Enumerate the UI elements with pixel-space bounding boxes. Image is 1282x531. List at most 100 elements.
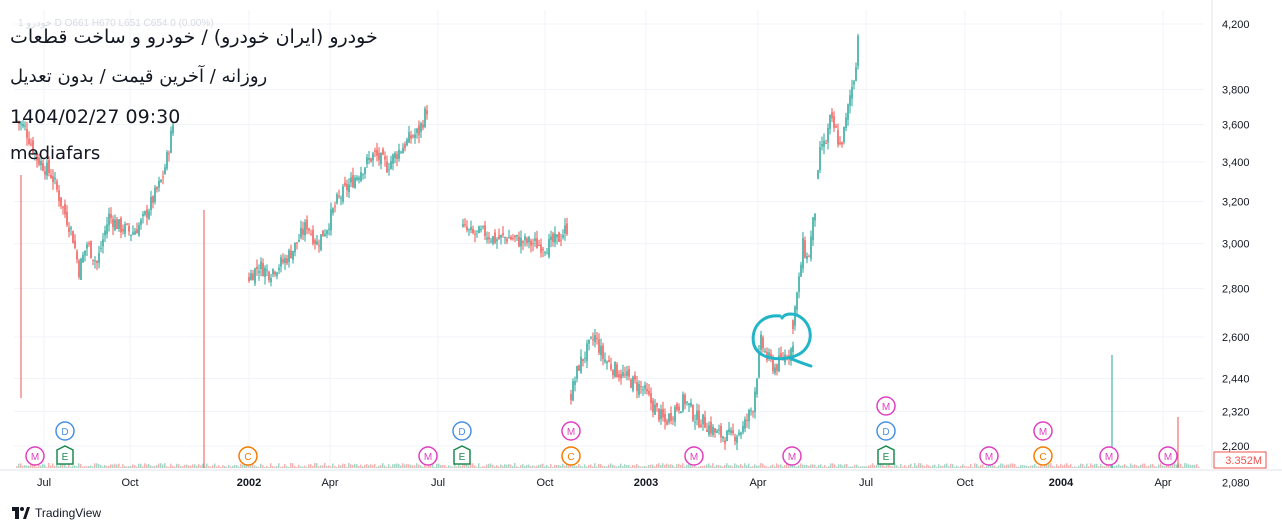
volume-bar [356, 464, 358, 468]
candle-body [406, 139, 408, 146]
time-axis[interactable]: Jul Oct 2002 Apr Jul Oct 2003 Apr Jul Oct 2004 Apr [37, 477, 1172, 489]
candle-body [144, 211, 146, 215]
event-marker-m[interactable]: M [561, 421, 581, 441]
candle-body [512, 238, 514, 240]
volume-bar [826, 466, 828, 468]
volume-bar [978, 466, 980, 468]
volume-bar [590, 464, 592, 468]
volume-bar [1024, 465, 1026, 468]
volume-bar [132, 464, 134, 468]
event-marker-m[interactable]: M [684, 446, 704, 466]
volume-bar [238, 466, 240, 468]
volume-bar [560, 465, 562, 468]
event-marker-m[interactable]: M [1099, 446, 1119, 466]
volume-bar [380, 464, 382, 468]
volume-bar [550, 464, 552, 468]
volume-bar [458, 463, 460, 468]
event-marker-m[interactable]: M [1158, 446, 1178, 466]
chart-author: mediafars [10, 143, 101, 164]
volume-bar [268, 466, 270, 468]
candle-body [728, 429, 730, 433]
volume-bar [904, 464, 906, 468]
event-marker-e[interactable]: E [56, 445, 74, 465]
volume-bar [338, 464, 340, 468]
volume-bar [944, 464, 946, 468]
candle-body [158, 180, 160, 188]
event-marker-e[interactable]: E [877, 445, 895, 465]
candle-body [116, 219, 118, 230]
volume-bar [252, 463, 254, 468]
volume-bar [280, 466, 282, 468]
volume-bar [54, 465, 56, 468]
candle-body [408, 132, 410, 143]
volume-bar [1054, 466, 1056, 468]
volume-bar [480, 466, 482, 468]
event-marker-d[interactable]: D [876, 421, 896, 441]
candle-body [130, 234, 132, 236]
event-marker-c[interactable]: C [238, 446, 258, 466]
volume-bar [242, 464, 244, 468]
volume-bar [130, 466, 132, 468]
volume-bar [794, 465, 796, 468]
event-marker-m[interactable]: M [782, 446, 802, 466]
volume-bar [212, 465, 214, 468]
candle-body [316, 241, 318, 245]
marker-label: C [567, 452, 574, 463]
candle-body [356, 177, 358, 180]
event-marker-m[interactable]: M [979, 446, 999, 466]
volume-bar [1146, 466, 1148, 468]
event-marker-m[interactable]: M [418, 446, 438, 466]
volume-bar [476, 466, 478, 468]
candle-body [260, 261, 262, 269]
candle-body [696, 410, 698, 420]
candle-body [108, 213, 110, 226]
event-marker-c[interactable]: C [561, 446, 581, 466]
event-marker-d[interactable]: D [55, 421, 75, 441]
volume-bar [218, 465, 220, 468]
volume-bar [274, 466, 276, 468]
volume-bar [156, 464, 158, 468]
candle-body [470, 227, 472, 230]
candle-body [774, 367, 776, 374]
event-marker-e[interactable]: E [453, 445, 471, 465]
candle-body [352, 175, 354, 188]
volume-bar [766, 466, 768, 468]
volume-bar [902, 466, 904, 468]
volume-bar [846, 464, 848, 468]
event-marker-m[interactable]: M [25, 446, 45, 466]
volume-bar [470, 463, 472, 468]
event-marker-m[interactable]: M [876, 396, 896, 416]
volume-bar [104, 464, 106, 468]
volume-bar [228, 464, 230, 468]
volume-bar [854, 464, 856, 468]
volume-bar [628, 464, 630, 468]
candle-body [168, 153, 170, 155]
volume-bar [1122, 465, 1124, 468]
volume-bar [834, 464, 836, 468]
event-markers[interactable]: M E D C M E D C M M M E D M M C M M M [25, 396, 1178, 466]
volume-bar [682, 463, 684, 468]
candle-body [810, 236, 812, 259]
event-marker-c[interactable]: C [1033, 446, 1053, 466]
candle-body [550, 236, 552, 241]
price-axis[interactable]: 4,200 3,800 3,600 3,400 3,200 3,000 2,800 2,600… [1222, 19, 1250, 490]
event-marker-m[interactable]: M [1033, 421, 1053, 441]
marker-label: M [1039, 427, 1047, 438]
marker-label: E [459, 452, 466, 463]
volume-bar [1144, 463, 1146, 468]
volume-bar [358, 465, 360, 468]
volume-bar [316, 463, 318, 468]
volume-bar [1026, 465, 1028, 468]
volume-bar [226, 466, 228, 468]
volume-bar [678, 463, 680, 468]
event-marker-d[interactable]: D [452, 421, 472, 441]
volume-bar [994, 465, 996, 468]
volume-bar [222, 465, 224, 468]
candle-body [114, 219, 116, 230]
time-tick-label: Jul [37, 477, 51, 489]
volume-bar [908, 465, 910, 468]
tradingview-logo[interactable]: TradingView [12, 506, 101, 520]
candle-body [624, 374, 626, 376]
volume-bar [604, 466, 606, 468]
